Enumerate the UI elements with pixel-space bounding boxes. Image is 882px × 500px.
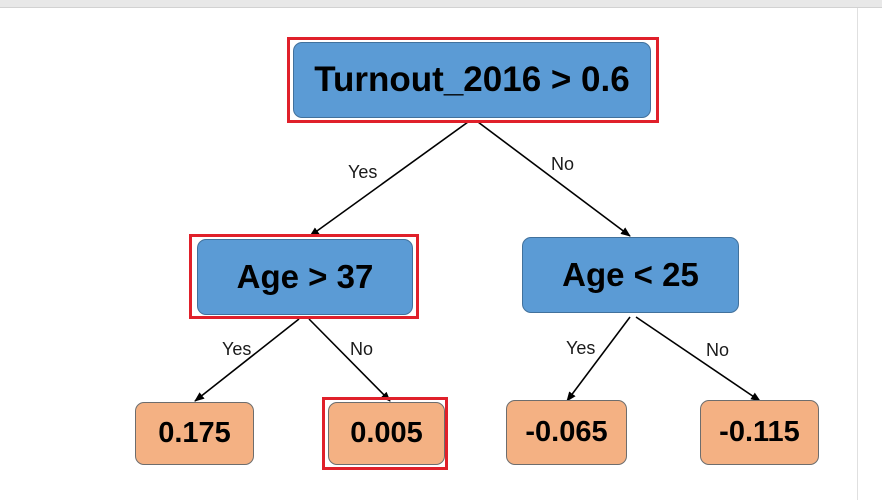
leaf-node-1-label: 0.175 — [158, 417, 231, 449]
root-node-label: Turnout_2016 > 0.6 — [314, 60, 630, 99]
leaf-node-1[interactable]: 0.175 — [135, 402, 254, 465]
left-node-highlight — [189, 234, 419, 319]
root-node-highlight — [287, 37, 659, 123]
right-node[interactable]: Age < 25 — [522, 237, 739, 313]
window-right-border — [857, 8, 858, 500]
leaf-node-4-label: -0.115 — [719, 416, 800, 448]
edge-label-left-yes: Yes — [222, 339, 252, 359]
edge-right-yes — [566, 316, 631, 402]
edge-left-yes — [194, 318, 300, 402]
edge-root-no — [477, 121, 631, 237]
edge-label-right-yes: Yes — [566, 338, 596, 358]
leaf-node-2-label: 0.005 — [350, 417, 423, 449]
left-node[interactable]: Age > 37 — [197, 239, 413, 315]
root-node[interactable]: Turnout_2016 > 0.6 — [293, 42, 651, 118]
edge-label-right-no: No — [706, 340, 730, 360]
edge-left-no — [308, 318, 391, 402]
right-node-label: Age < 25 — [562, 256, 699, 293]
edge-label-root-no: No — [551, 154, 575, 174]
leaf-node-4[interactable]: -0.115 — [700, 400, 819, 465]
window-top-strip — [0, 0, 882, 8]
edge-root-yes — [309, 121, 469, 237]
leaf-node-2[interactable]: 0.005 — [328, 402, 445, 465]
leaf-node-2-highlight — [322, 397, 448, 470]
left-node-label: Age > 37 — [236, 258, 374, 295]
edge-label-left-no: No — [350, 339, 374, 359]
edge-label-root-yes: Yes — [348, 162, 378, 182]
edge-right-no — [635, 316, 761, 402]
leaf-node-3-label: -0.065 — [525, 416, 608, 448]
leaf-node-3[interactable]: -0.065 — [506, 400, 627, 465]
